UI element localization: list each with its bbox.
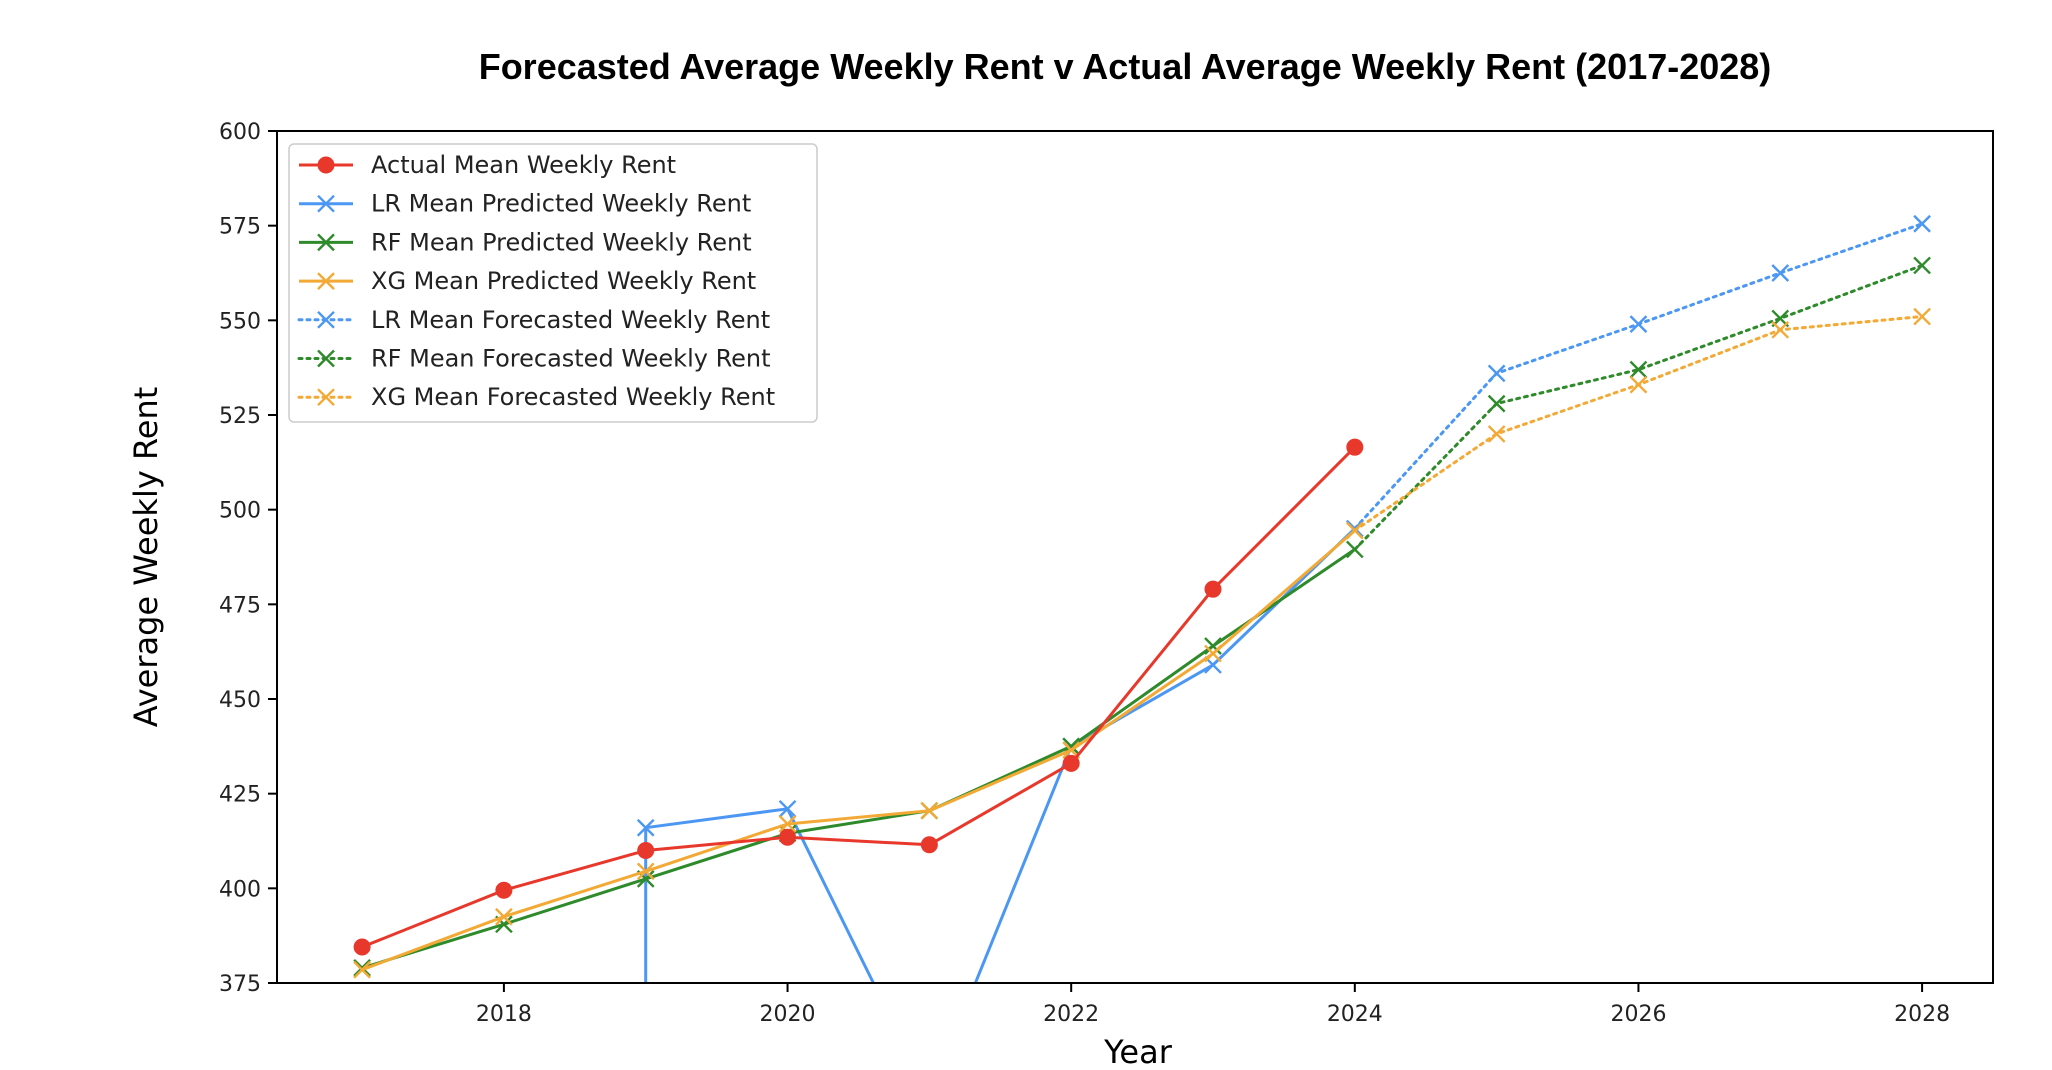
legend-label: XG Mean Predicted Weekly Rent xyxy=(371,267,756,295)
data-point xyxy=(1487,394,1506,413)
y-tick-label: 425 xyxy=(219,783,261,808)
legend-item: LR Mean Predicted Weekly Rent xyxy=(299,190,751,218)
legend-marker xyxy=(317,156,335,174)
series-xg-mean-forecasted-weekly-rent xyxy=(1353,307,1931,532)
y-tick-label: 550 xyxy=(219,309,261,334)
y-tick-label: 575 xyxy=(219,215,261,240)
series-line xyxy=(644,527,1356,983)
legend-label: RF Mean Forecasted Weekly Rent xyxy=(371,345,771,373)
data-point xyxy=(778,815,797,833)
series-layer xyxy=(353,214,1931,983)
legend-item: Actual Mean Weekly Rent xyxy=(299,151,676,179)
legend-label: RF Mean Predicted Weekly Rent xyxy=(371,228,752,256)
data-point xyxy=(920,801,939,820)
data-point xyxy=(1913,307,1931,326)
data-point xyxy=(920,836,938,854)
legend-marker xyxy=(317,233,335,252)
legend-label: Actual Mean Weekly Rent xyxy=(371,151,676,179)
series-line xyxy=(1353,263,1924,551)
y-tick-label: 600 xyxy=(219,120,261,145)
y-tick-label: 400 xyxy=(219,877,261,902)
legend-item: XG Mean Predicted Weekly Rent xyxy=(299,267,756,295)
data-point xyxy=(1346,438,1364,456)
data-point xyxy=(1345,540,1364,559)
series-xg-mean-predicted-weekly-rent xyxy=(353,521,1364,979)
data-point xyxy=(1487,364,1506,383)
legend-marker xyxy=(317,194,335,213)
data-point xyxy=(1204,644,1222,663)
legend-item: LR Mean Forecasted Weekly Rent xyxy=(297,306,770,334)
series-line xyxy=(361,529,1356,972)
data-point xyxy=(495,881,513,899)
data-point xyxy=(1771,264,1790,282)
legend-marker xyxy=(317,310,335,329)
data-point xyxy=(1062,754,1080,772)
chart-title: Forecasted Average Weekly Rent v Actual … xyxy=(479,46,1772,87)
series-lr-mean-forecasted-weekly-rent xyxy=(1353,214,1931,531)
x-tick-label: 2022 xyxy=(1043,1002,1099,1027)
series-line xyxy=(361,446,1356,949)
legend-label: LR Mean Predicted Weekly Rent xyxy=(371,190,751,218)
data-point xyxy=(1629,375,1648,394)
legend-frame xyxy=(288,143,818,423)
y-tick-label: 375 xyxy=(219,972,261,997)
data-point xyxy=(1629,315,1648,333)
axis-layer: 2018 2020 2022 2024 2026 2028 375 400 425 450 475 5… xyxy=(219,120,1950,1027)
legend-marker xyxy=(317,349,335,368)
data-point xyxy=(637,841,655,859)
legend-item: RF Mean Predicted Weekly Rent xyxy=(299,228,752,256)
legend-label: LR Mean Forecasted Weekly Rent xyxy=(371,306,770,334)
x-tick-label: 2024 xyxy=(1327,1002,1383,1027)
data-point xyxy=(636,818,655,837)
y-axis-label: Average Weekly Rent xyxy=(127,387,165,728)
legend-marker xyxy=(317,272,335,290)
x-tick-label: 2020 xyxy=(760,1002,816,1027)
data-point xyxy=(1204,580,1222,598)
data-point xyxy=(353,959,371,977)
series-rf-mean-forecasted-weekly-rent xyxy=(1353,256,1931,551)
x-tick-label: 2018 xyxy=(476,1002,532,1027)
plot-frame xyxy=(276,130,1994,984)
legend-item: RF Mean Forecasted Weekly Rent xyxy=(297,345,771,373)
y-tick-label: 475 xyxy=(219,593,261,618)
y-tick-label: 450 xyxy=(219,688,261,713)
legend: Actual Mean Weekly Rent LR Mean Predicted… xyxy=(288,143,818,423)
data-point xyxy=(1345,521,1364,540)
series-lr-mean-predicted-weekly-rent xyxy=(636,519,1364,983)
data-point xyxy=(778,799,797,818)
legend-label: XG Mean Forecasted Weekly Rent xyxy=(371,383,775,411)
data-point xyxy=(353,960,371,979)
series-line xyxy=(361,548,1356,970)
data-point xyxy=(1204,637,1222,655)
x-tick-label: 2028 xyxy=(1894,1002,1950,1027)
y-tick-label: 500 xyxy=(219,499,261,524)
legend-item: XG Mean Forecasted Weekly Rent xyxy=(297,383,775,411)
x-axis-label: Year xyxy=(1103,1033,1173,1070)
legend-marker xyxy=(317,388,335,407)
data-point xyxy=(353,938,371,956)
data-point xyxy=(779,828,797,846)
data-point xyxy=(1913,256,1931,275)
series-line xyxy=(1353,222,1924,531)
series-rf-mean-predicted-weekly-rent xyxy=(353,540,1364,977)
series-actual-mean-weekly-rent xyxy=(353,438,1364,956)
y-tick-label: 525 xyxy=(219,404,261,429)
data-point xyxy=(1771,320,1790,339)
data-point xyxy=(636,862,655,881)
data-point xyxy=(495,907,513,926)
data-point xyxy=(1913,214,1931,233)
data-point xyxy=(1629,360,1648,379)
series-line xyxy=(1353,315,1924,532)
x-tick-label: 2026 xyxy=(1610,1002,1666,1027)
data-point xyxy=(1487,425,1506,443)
